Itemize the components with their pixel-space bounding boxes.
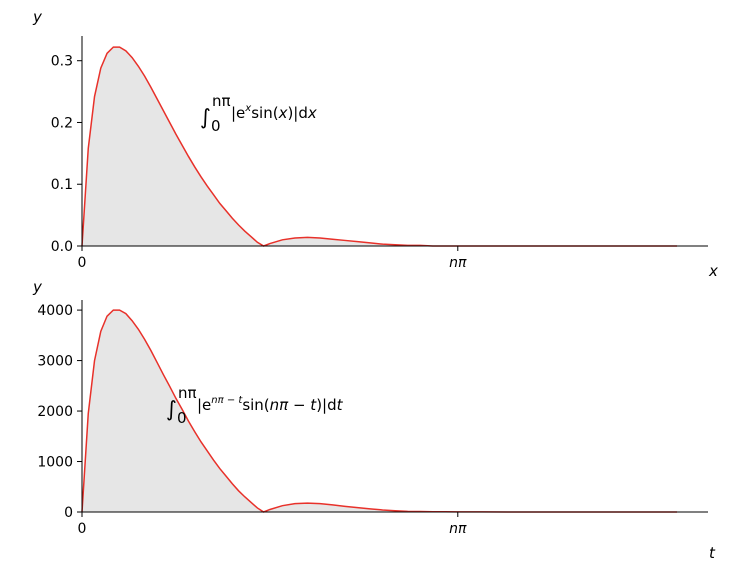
bottom-y-ticks: 0 1000 2000 3000 4000 xyxy=(37,303,82,521)
top-chart-panel: 0.00.10.20.3 0 nπ y x ∫ nπ 0 |exsin(x)|dx xyxy=(32,8,718,280)
y-tick-label-2: 2000 xyxy=(37,404,73,420)
top-y-axis-label: y xyxy=(32,8,43,26)
top-integral-upper: nπ xyxy=(212,92,231,110)
bottom-area-fill xyxy=(82,310,677,512)
bottom-integrand-fn: sin( xyxy=(242,396,269,414)
top-x-axis-label: x xyxy=(708,262,718,280)
y-tick-label-3: 3000 xyxy=(37,354,73,370)
x-tick-label-1: nπ xyxy=(449,255,467,271)
top-integrand-fn: sin( xyxy=(251,104,278,122)
bottom-integrand: |enπ − tsin(nπ − t)|dt xyxy=(197,395,344,414)
y-tick-label-2: 0.2 xyxy=(51,115,73,131)
y-tick-label-0: 0.0 xyxy=(51,239,73,255)
bottom-integral-annotation: ∫ nπ 0 |enπ − tsin(nπ − t)|dt xyxy=(166,384,344,427)
x-tick-label-1: nπ xyxy=(449,521,467,537)
bottom-integrand-var: nπ − t xyxy=(270,396,318,414)
x-tick-label-0: 0 xyxy=(78,521,87,537)
top-x-ticks: 0 nπ xyxy=(78,246,467,271)
top-integrand-d: x xyxy=(307,104,317,122)
top-integral-annotation: ∫ nπ 0 |exsin(x)|dx xyxy=(200,92,317,135)
top-integral-sign: ∫ xyxy=(200,105,211,129)
x-tick-label-0: 0 xyxy=(78,255,87,271)
top-y-ticks: 0.0 0.1 0.2 0.3 xyxy=(51,54,82,255)
top-integrand-var: x xyxy=(278,104,288,122)
y-tick-label-4: 4000 xyxy=(37,303,73,319)
bottom-integral-lower: 0 xyxy=(177,409,187,427)
bottom-integrand-d: t xyxy=(337,396,344,414)
top-integrand-pre: |e xyxy=(231,104,245,122)
bottom-x-axis-label: t xyxy=(709,544,716,562)
top-area-fill xyxy=(82,47,677,247)
top-integrand-post: )|d xyxy=(287,104,307,122)
y-tick-label-1: 1000 xyxy=(37,455,73,471)
y-tick-label-1: 0.1 xyxy=(51,177,73,193)
bottom-y-axis-label: y xyxy=(32,278,43,296)
bottom-integrand-pre: |e xyxy=(197,396,211,414)
top-integral-lower: 0 xyxy=(211,117,221,135)
y-tick-label-3: 0.3 xyxy=(51,54,73,70)
bottom-integral-upper: nπ xyxy=(178,384,197,402)
top-integrand: |exsin(x)|dx xyxy=(231,103,317,122)
bottom-integrand-sup: nπ − t xyxy=(211,395,243,406)
bottom-integrand-post: )|d xyxy=(316,396,336,414)
bottom-integral-sign: ∫ xyxy=(166,397,177,421)
top-integrand-sup: x xyxy=(244,103,251,114)
bottom-x-ticks: 0 nπ xyxy=(78,512,467,537)
y-tick-label-0: 0 xyxy=(64,505,73,521)
